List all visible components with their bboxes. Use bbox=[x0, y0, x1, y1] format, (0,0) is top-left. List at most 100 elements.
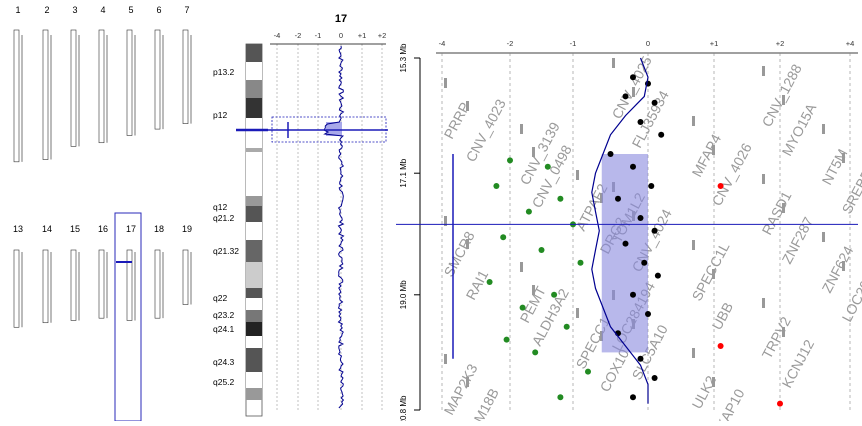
ideogram-band bbox=[246, 372, 262, 388]
chromosome-icon[interactable] bbox=[154, 29, 161, 130]
data-point[interactable] bbox=[651, 375, 658, 381]
data-point[interactable] bbox=[525, 208, 532, 215]
chromosome-icon[interactable] bbox=[98, 29, 105, 144]
gene-marker bbox=[444, 78, 447, 88]
profile-tick-label: -1 bbox=[315, 31, 322, 40]
data-point[interactable] bbox=[651, 227, 658, 234]
gene-label: KCNJ12 bbox=[779, 337, 818, 391]
gene-marker bbox=[712, 269, 715, 279]
chromosome-icon[interactable] bbox=[42, 249, 49, 324]
gene-marker bbox=[444, 354, 447, 364]
data-point[interactable] bbox=[641, 259, 648, 266]
data-point[interactable] bbox=[630, 163, 636, 170]
data-point[interactable] bbox=[486, 279, 493, 285]
chromosome-label: 16 bbox=[98, 224, 108, 234]
ideogram-band bbox=[246, 80, 262, 98]
chromosome-label: 6 bbox=[156, 5, 161, 15]
gene-marker bbox=[532, 147, 535, 157]
detail-tick-label: -2 bbox=[507, 39, 514, 48]
data-point[interactable] bbox=[648, 183, 655, 189]
gene-label: TRPV2 bbox=[759, 314, 794, 362]
gene-label: NT5M bbox=[819, 146, 851, 187]
profile-series-line bbox=[323, 45, 345, 409]
ideogram-band bbox=[246, 62, 262, 80]
profile-plot[interactable]: 17 -4 -2 -1 0 +1 +2 bbox=[262, 13, 388, 410]
data-point[interactable] bbox=[630, 394, 636, 401]
chromosome-label: 3 bbox=[72, 5, 77, 15]
detail-position-label: 15.3 Mb bbox=[399, 43, 408, 72]
detail-tick-label: 0 bbox=[646, 39, 650, 48]
detail-plot[interactable]: -4 -2 -1 0 +1 +2 +4 15.3 Mb 17.1 Mb 19.0 Mb 20.8 M… bbox=[396, 39, 862, 426]
data-point[interactable] bbox=[637, 215, 644, 221]
data-point[interactable] bbox=[577, 259, 584, 266]
data-point[interactable] bbox=[551, 291, 558, 298]
data-point[interactable] bbox=[519, 304, 526, 311]
data-point[interactable] bbox=[615, 195, 621, 202]
gene-label: RAI1 bbox=[463, 267, 492, 302]
gene-marker bbox=[782, 327, 785, 337]
gene-marker bbox=[612, 58, 615, 68]
data-point[interactable] bbox=[493, 183, 500, 189]
chromosome-icon[interactable] bbox=[182, 249, 189, 305]
data-point[interactable] bbox=[532, 349, 539, 356]
data-point[interactable] bbox=[563, 323, 570, 330]
gene-marker bbox=[842, 261, 845, 271]
profile-tick-label: 0 bbox=[339, 31, 343, 40]
ideogram-band bbox=[246, 240, 262, 262]
profile-tick-label: -4 bbox=[274, 31, 281, 40]
data-point[interactable] bbox=[654, 272, 661, 279]
gene-marker bbox=[576, 308, 579, 318]
ideogram-band bbox=[246, 322, 262, 336]
chromosome-icon[interactable] bbox=[98, 249, 105, 319]
band-label: q21.32 bbox=[213, 246, 239, 256]
gene-marker bbox=[466, 377, 469, 387]
chromosome-icon[interactable] bbox=[13, 29, 20, 163]
data-point[interactable] bbox=[645, 311, 651, 317]
data-point[interactable] bbox=[637, 355, 644, 362]
data-point[interactable] bbox=[777, 400, 783, 407]
band-label: q23.2 bbox=[213, 310, 235, 320]
gene-marker bbox=[762, 298, 765, 308]
gene-label: SMCR8 bbox=[441, 228, 478, 279]
data-point[interactable] bbox=[503, 336, 510, 343]
data-point[interactable] bbox=[717, 343, 724, 349]
chromosome-icon[interactable] bbox=[154, 249, 161, 319]
chromosome-icon[interactable] bbox=[182, 29, 189, 124]
chromosome-icon[interactable] bbox=[126, 29, 133, 136]
chromosome-label: 15 bbox=[70, 224, 80, 234]
data-point[interactable] bbox=[500, 234, 507, 241]
chromosome-icon[interactable] bbox=[70, 29, 77, 147]
gene-marker bbox=[842, 153, 845, 163]
ideogram-band bbox=[246, 152, 262, 196]
data-point[interactable] bbox=[637, 119, 644, 125]
data-point[interactable] bbox=[585, 368, 591, 375]
data-point[interactable] bbox=[630, 291, 636, 298]
data-point[interactable] bbox=[607, 151, 614, 157]
gene-marker bbox=[466, 239, 469, 249]
band-label: p12 bbox=[213, 110, 227, 120]
band-label: q24.3 bbox=[213, 357, 235, 367]
chromosome-label: 5 bbox=[128, 5, 133, 15]
detail-position-label: 20.8 Mb bbox=[399, 395, 408, 421]
data-point[interactable] bbox=[658, 131, 665, 138]
chromosome-icon[interactable] bbox=[70, 249, 77, 321]
data-point[interactable] bbox=[557, 195, 564, 202]
chromosome-icon[interactable] bbox=[126, 249, 133, 321]
data-point[interactable] bbox=[507, 157, 513, 164]
data-point[interactable] bbox=[651, 99, 658, 106]
chromosome-label: 4 bbox=[100, 5, 105, 15]
data-point[interactable] bbox=[622, 240, 629, 247]
gene-label: UBB bbox=[709, 299, 737, 332]
data-point[interactable] bbox=[630, 74, 636, 81]
data-point[interactable] bbox=[557, 394, 564, 401]
chromosome-icon[interactable] bbox=[13, 249, 20, 328]
data-point[interactable] bbox=[717, 183, 724, 189]
gene-marker bbox=[762, 174, 765, 184]
data-point[interactable] bbox=[544, 163, 551, 170]
data-point[interactable] bbox=[538, 247, 545, 253]
detail-segment-highlight bbox=[601, 154, 648, 353]
data-point[interactable] bbox=[622, 93, 629, 100]
chromosome-label: 14 bbox=[42, 224, 52, 234]
band-label: q12 bbox=[213, 202, 227, 212]
chromosome-icon[interactable] bbox=[42, 29, 49, 160]
